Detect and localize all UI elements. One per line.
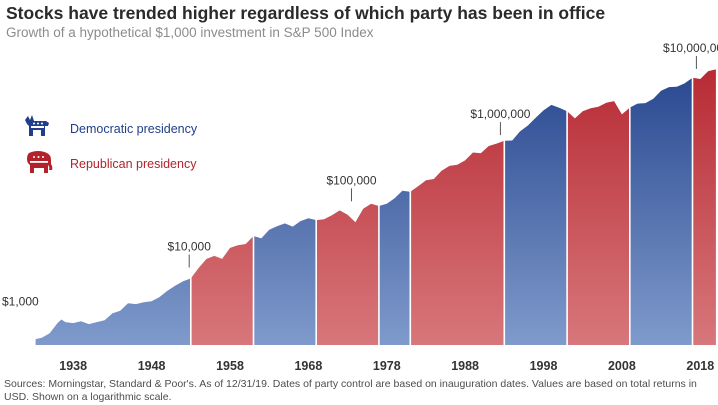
republican-period-3 bbox=[316, 69, 379, 345]
republican-period-5 bbox=[410, 69, 505, 345]
legend-label-democratic: Democratic presidency bbox=[70, 122, 198, 136]
democratic-period-6 bbox=[504, 69, 567, 345]
x-tick-label: 1948 bbox=[138, 359, 166, 370]
growth-area-chart: $1,000 $10,000 $100,000 $1,000,000 $10,000,0… bbox=[2, 41, 718, 370]
republican-period-9 bbox=[692, 69, 716, 345]
chart-subtitle: Growth of a hypothetical $1,000 investme… bbox=[6, 25, 374, 40]
x-tick-label: 2008 bbox=[608, 359, 636, 370]
republican-period-7 bbox=[567, 69, 630, 345]
x-tick-label: 1998 bbox=[530, 359, 558, 370]
value-annotation: $10,000,000 bbox=[663, 41, 718, 55]
x-tick-label: 1968 bbox=[294, 359, 322, 370]
legend-item-republican: Republican presidency bbox=[27, 151, 197, 173]
elephant-icon bbox=[27, 151, 53, 173]
x-tick-label: 2018 bbox=[686, 359, 714, 370]
x-tick-label: 1988 bbox=[451, 359, 479, 370]
legend-label-republican: Republican presidency bbox=[70, 157, 197, 171]
legend: Democratic presidency Republican preside… bbox=[25, 115, 198, 173]
x-tick-label: 1978 bbox=[373, 359, 401, 370]
x-tick-label: 1938 bbox=[59, 359, 87, 370]
democratic-period-0 bbox=[35, 69, 191, 345]
value-annotation: $1,000 bbox=[2, 295, 39, 309]
republican-period-1 bbox=[190, 69, 254, 345]
democratic-period-2 bbox=[253, 69, 317, 345]
democratic-period-4 bbox=[378, 69, 411, 345]
donkey-icon bbox=[25, 115, 49, 136]
chart-title: Stocks have trended higher regardless of… bbox=[6, 3, 606, 23]
x-tick-label: 1958 bbox=[216, 359, 244, 370]
value-annotation: $1,000,000 bbox=[470, 107, 530, 121]
source-footnote: Sources: Morningstar, Standard & Poor's.… bbox=[4, 378, 697, 403]
legend-item-democratic: Democratic presidency bbox=[25, 115, 198, 136]
democratic-period-8 bbox=[629, 69, 693, 345]
value-annotation: $100,000 bbox=[326, 173, 376, 187]
value-annotation: $10,000 bbox=[168, 240, 212, 254]
